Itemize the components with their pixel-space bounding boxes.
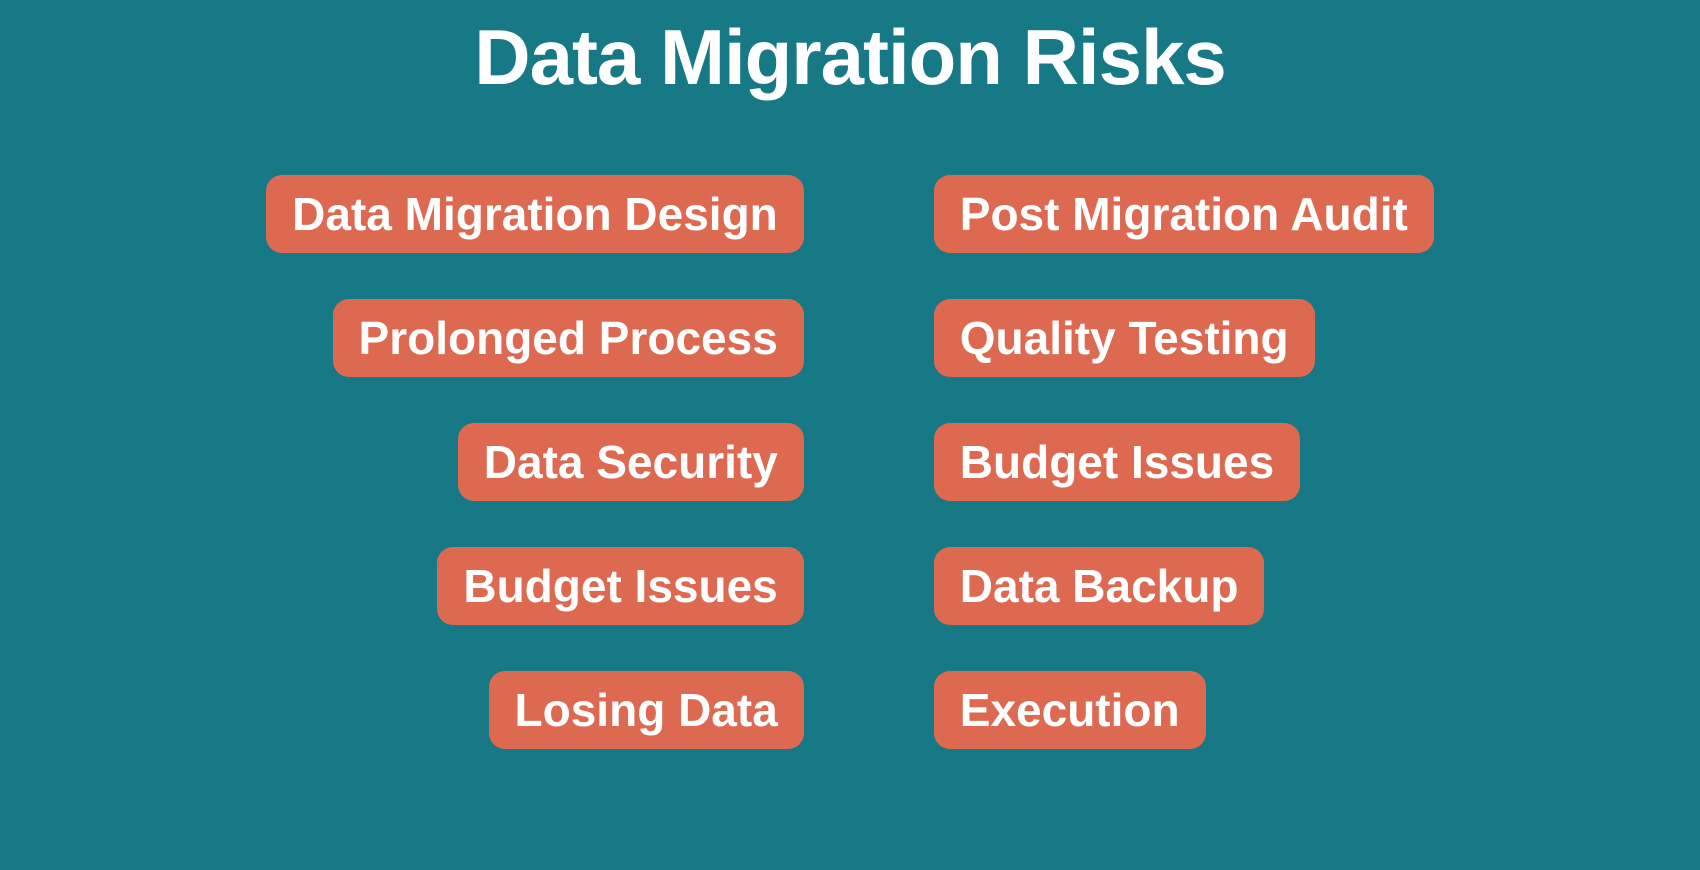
risk-pill: Quality Testing	[934, 299, 1315, 377]
columns-wrapper: Data Migration Design Prolonged Process …	[0, 175, 1700, 749]
left-column: Data Migration Design Prolonged Process …	[266, 175, 804, 749]
risk-pill: Post Migration Audit	[934, 175, 1434, 253]
right-column: Post Migration Audit Quality Testing Bud…	[934, 175, 1434, 749]
risk-pill: Execution	[934, 671, 1206, 749]
risk-pill: Budget Issues	[934, 423, 1300, 501]
risk-pill: Losing Data	[489, 671, 804, 749]
risk-pill: Data Migration Design	[266, 175, 804, 253]
page-title: Data Migration Risks	[474, 12, 1226, 103]
risk-pill: Data Backup	[934, 547, 1265, 625]
infographic-canvas: Data Migration Risks Data Migration Desi…	[0, 0, 1700, 870]
risk-pill: Data Security	[458, 423, 804, 501]
risk-pill: Budget Issues	[437, 547, 803, 625]
risk-pill: Prolonged Process	[333, 299, 804, 377]
